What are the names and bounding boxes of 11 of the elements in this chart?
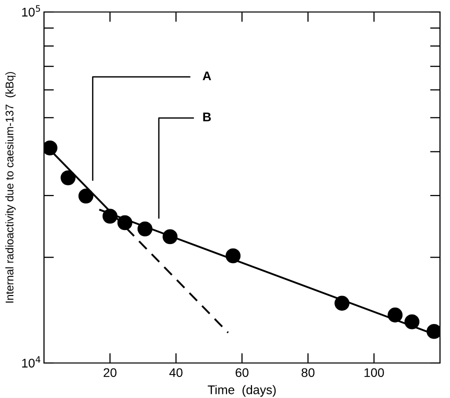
x-tick-label: 100 [364, 368, 384, 378]
y-axis-title: Internal radioactivity due to caesium-137 (kBq) [5, 72, 16, 303]
x-tick-label: 20 [104, 368, 116, 378]
annotation: B [203, 112, 211, 122]
y-tick-label: 10$^{4}$ [22, 356, 40, 368]
x-axis-title: Time (days) [208, 385, 276, 397]
y-tick-label: 10$^{5}$ [22, 5, 40, 17]
x-tick-label: 40 [169, 368, 182, 378]
x-tick-label: 60 [236, 368, 248, 378]
annotation: A [202, 72, 212, 80]
x-tick-label: 80 [302, 368, 314, 378]
